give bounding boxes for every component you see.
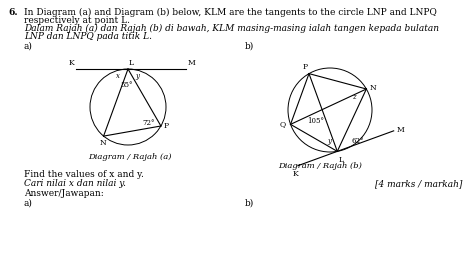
Text: y: y [135,72,139,80]
Text: Dalam Rajah (a) dan Rajah (b) di bawah, KLM masing-masing ialah tangen kepada bu: Dalam Rajah (a) dan Rajah (b) di bawah, … [24,24,439,33]
Text: 62°: 62° [351,137,364,145]
Text: M: M [188,59,196,67]
Text: z: z [353,93,356,101]
Text: Find the values of x and y.: Find the values of x and y. [24,170,144,179]
Text: L: L [338,156,343,164]
Text: 72°: 72° [143,119,155,127]
Text: 6.: 6. [8,8,18,17]
Text: a): a) [24,199,33,208]
Text: Diagram / Rajah (b): Diagram / Rajah (b) [278,162,362,170]
Text: L: L [129,59,134,67]
Text: Diagram / Rajah (a): Diagram / Rajah (a) [88,153,172,161]
Text: respectively at point L.: respectively at point L. [24,16,130,25]
Text: 55°: 55° [121,81,133,89]
Text: b): b) [245,199,254,208]
Text: Cari nilai x dan nilai y.: Cari nilai x dan nilai y. [24,179,126,188]
Text: y: y [327,137,331,145]
Text: K: K [68,59,74,67]
Text: LNP dan LNPQ pada titik L.: LNP dan LNPQ pada titik L. [24,32,152,41]
Text: N: N [369,84,376,92]
Text: P: P [164,122,169,130]
Text: Answer/Jawapan:: Answer/Jawapan: [24,189,104,198]
Text: N: N [99,139,106,147]
Text: a): a) [24,42,33,51]
Text: 105°: 105° [308,117,325,125]
Text: x: x [116,72,120,80]
Text: K: K [293,170,299,178]
Text: [4 marks / markah]: [4 marks / markah] [374,179,462,188]
Text: M: M [397,126,404,134]
Text: b): b) [245,42,254,51]
Text: P: P [302,63,308,71]
Text: In Diagram (a) and Diagram (b) below, KLM are the tangents to the circle LNP and: In Diagram (a) and Diagram (b) below, KL… [24,8,437,17]
Text: Q: Q [279,120,285,128]
